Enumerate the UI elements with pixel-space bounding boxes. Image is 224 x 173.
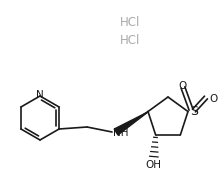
Text: HCl: HCl: [120, 34, 140, 47]
Text: OH: OH: [146, 160, 162, 170]
Text: S: S: [190, 105, 198, 118]
Text: O: O: [210, 94, 218, 103]
Text: HCl: HCl: [120, 16, 140, 29]
Text: N: N: [36, 90, 44, 100]
Text: O: O: [179, 80, 187, 90]
Polygon shape: [114, 112, 148, 135]
Text: NH: NH: [113, 128, 129, 138]
